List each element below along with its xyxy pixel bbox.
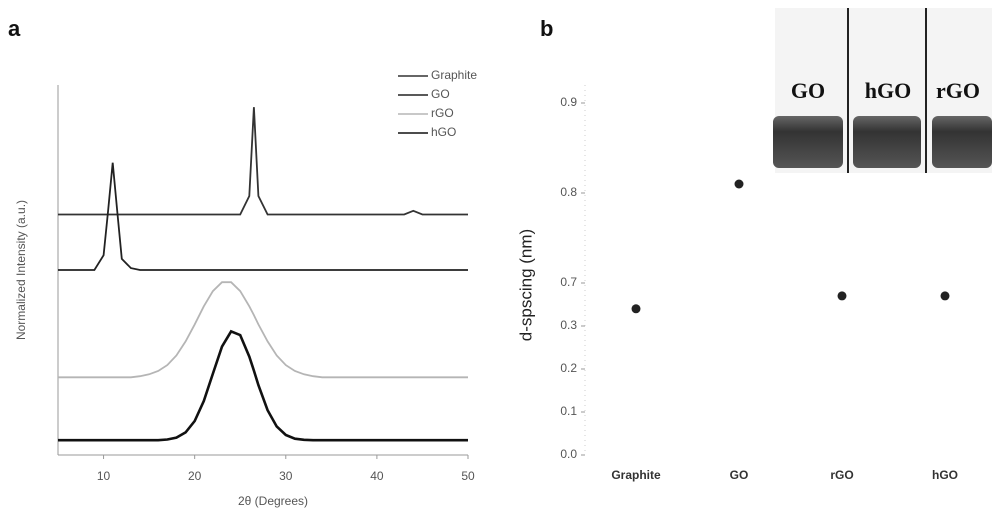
- vial: [932, 116, 992, 168]
- legend-label: hGO: [431, 125, 456, 139]
- panel-label: b: [540, 16, 553, 41]
- y-tick-label: 0.3: [560, 318, 577, 332]
- y-tick-label: 0.2: [560, 361, 577, 375]
- x-tick-label: 50: [461, 469, 475, 483]
- series-line: [58, 162, 468, 271]
- point: [940, 291, 950, 301]
- inset-photo: [773, 8, 992, 173]
- vial-label: hGO: [865, 78, 911, 103]
- y-tick-label: 0.8: [560, 185, 577, 199]
- x-tick-label: rGO: [830, 468, 853, 482]
- vial: [773, 116, 843, 168]
- y-axis-label: d-spscing (nm): [516, 229, 535, 341]
- vial-label: rGO: [936, 78, 980, 103]
- vial: [853, 116, 921, 168]
- x-tick-label: 20: [188, 469, 202, 483]
- x-tick-label: 30: [279, 469, 293, 483]
- series-line: [58, 281, 468, 379]
- x-tick-label: 10: [97, 469, 111, 483]
- x-tick-label: hGO: [932, 468, 958, 482]
- y-tick-label: 0.0: [560, 447, 577, 461]
- y-tick-label: 0.9: [560, 95, 577, 109]
- vial-label: GO: [791, 78, 825, 103]
- legend-label: Graphite: [431, 68, 477, 82]
- y-tick-label: 0.1: [560, 404, 577, 418]
- point: [631, 304, 641, 314]
- y-tick-label: 0.7: [560, 275, 577, 289]
- legend-label: rGO: [431, 106, 454, 120]
- x-axis-label: 2θ (Degrees): [238, 494, 308, 508]
- x-tick-label: 40: [370, 469, 384, 483]
- legend-label: GO: [431, 87, 450, 101]
- x-tick-label: GO: [730, 468, 749, 482]
- series-line: [58, 107, 468, 216]
- panel-label: a: [8, 16, 21, 41]
- point: [837, 291, 847, 301]
- point: [734, 179, 744, 189]
- x-tick-label: Graphite: [611, 468, 661, 482]
- y-axis-label: Normalized Intensity (a.u.): [14, 200, 28, 340]
- series-line: [58, 329, 468, 442]
